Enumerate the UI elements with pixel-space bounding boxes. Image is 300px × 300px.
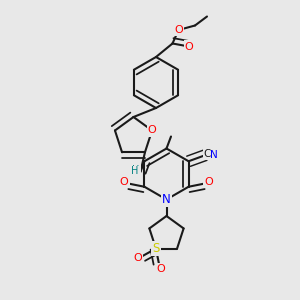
Text: O: O xyxy=(148,125,156,136)
Text: O: O xyxy=(134,253,142,262)
Text: O: O xyxy=(184,41,194,52)
Text: O: O xyxy=(205,177,213,187)
Text: C: C xyxy=(203,149,211,159)
Text: H: H xyxy=(132,165,140,175)
Text: O: O xyxy=(156,264,165,274)
Text: N: N xyxy=(162,193,171,206)
Text: H: H xyxy=(131,166,139,176)
Text: N: N xyxy=(210,150,218,160)
Text: O: O xyxy=(174,25,183,35)
Text: S: S xyxy=(152,242,160,255)
Text: O: O xyxy=(120,177,128,187)
